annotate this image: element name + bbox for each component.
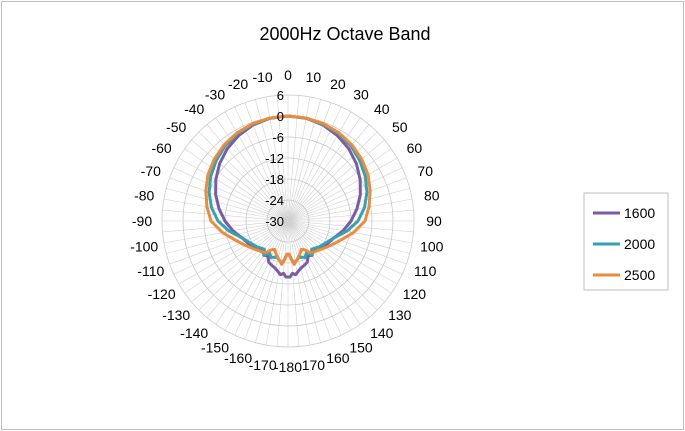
angle-label: 100 — [420, 238, 444, 254]
angle-label: -130 — [162, 307, 190, 323]
angle-label: -110 — [137, 263, 164, 279]
angle-label: -30 — [205, 87, 225, 103]
angle-label: -170 — [249, 357, 277, 373]
angle-label: 20 — [330, 76, 346, 92]
angle-label: -160 — [224, 350, 252, 366]
angle-label: -90 — [132, 213, 152, 229]
angle-label: 90 — [426, 213, 442, 229]
angle-label: -150 — [201, 339, 229, 355]
angle-label: -50 — [166, 119, 186, 135]
angle-label: 170 — [302, 357, 326, 373]
legend-label-2500: 2500 — [624, 267, 655, 283]
angle-label: 10 — [306, 69, 322, 85]
angle-label: 0 — [284, 67, 292, 83]
angle-label: 30 — [353, 87, 369, 103]
angle-label: 60 — [407, 140, 423, 156]
angle-label-layer: 0 10 2030405060708090100110120130140150160… — [130, 67, 444, 375]
radial-tick-label: -30 — [265, 214, 284, 229]
angle-label: -10 — [252, 69, 272, 85]
radial-label-layer: 6 0 -6 -12 -18 -24 -30 — [265, 88, 284, 229]
angle-label: 70 — [417, 163, 433, 179]
angle-label: 110 — [414, 263, 437, 279]
radial-tick-label: -12 — [265, 151, 284, 166]
angle-label: -180 — [274, 359, 302, 375]
radial-tick-label: 0 — [277, 109, 284, 124]
chart-title: 2000Hz Octave Band — [259, 24, 430, 44]
angle-label: -120 — [148, 286, 176, 302]
angle-label: 120 — [403, 286, 427, 302]
radial-tick-label: -6 — [272, 130, 284, 145]
grid-ring — [266, 199, 310, 243]
angle-label: -60 — [151, 140, 171, 156]
angle-label: -20 — [228, 76, 248, 92]
angle-label: 160 — [326, 350, 350, 366]
angle-label: 130 — [388, 307, 412, 323]
angle-label: 140 — [370, 325, 394, 341]
angle-label: 50 — [392, 119, 408, 135]
angle-label: 150 — [349, 339, 373, 355]
legend-label-2000: 2000 — [624, 236, 655, 252]
grid-ring — [161, 94, 415, 348]
radial-tick-label: -24 — [265, 193, 284, 208]
angle-label: -100 — [130, 238, 158, 254]
angle-label: -80 — [134, 188, 154, 204]
radial-tick-label: 6 — [277, 88, 284, 103]
series-line-2500 — [204, 114, 372, 266]
grid-ring — [245, 178, 331, 264]
radial-tick-label: -18 — [265, 172, 284, 187]
series-layer — [204, 114, 372, 279]
angle-label: 80 — [424, 188, 440, 204]
angle-label: 40 — [374, 101, 390, 117]
angle-label: -140 — [180, 325, 208, 341]
grid-layer — [161, 94, 415, 348]
legend-label-1600: 1600 — [624, 205, 655, 221]
angle-label: -40 — [184, 101, 204, 117]
series-line-1600 — [214, 114, 362, 279]
grid-ring — [203, 136, 373, 306]
angle-label: -70 — [141, 163, 161, 179]
legend: 1600 2000 2500 — [583, 192, 669, 291]
